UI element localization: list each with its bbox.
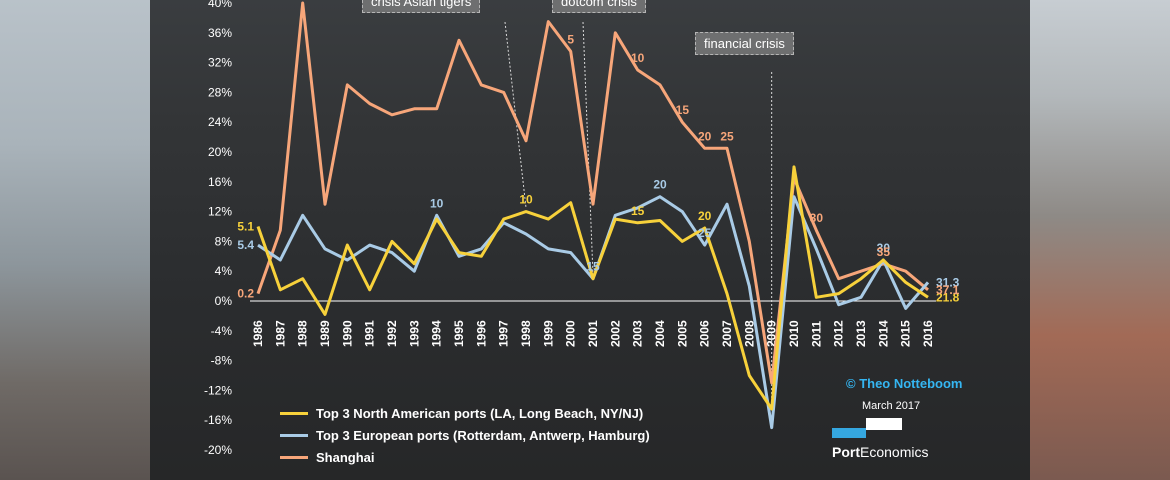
x-tick-label: 1993 — [407, 320, 421, 347]
x-tick-label: 2015 — [899, 320, 913, 347]
y-tick-label: -20% — [204, 443, 232, 457]
data-label: 20 — [698, 209, 712, 223]
x-tick-label: 1991 — [363, 320, 377, 347]
data-label: 15 — [676, 103, 690, 117]
y-tick-label: 20% — [208, 145, 232, 159]
x-tick-label: 2007 — [720, 320, 734, 347]
x-tick-label: 1988 — [296, 320, 310, 347]
x-tick-label: 2002 — [608, 320, 622, 347]
data-label: 5.4 — [237, 238, 254, 252]
legend-swatch-shanghai — [280, 455, 308, 459]
data-label: 10 — [631, 51, 645, 65]
series-line-1 — [257, 195, 930, 430]
y-tick-label: -8% — [211, 354, 233, 368]
series-line-0 — [256, 165, 929, 411]
y-tick-label: 0% — [215, 294, 233, 308]
x-tick-label: 2005 — [675, 320, 689, 347]
y-tick-label: -12% — [204, 383, 232, 397]
series-line-2 — [256, 1, 929, 385]
logo-text-regular: Economics — [860, 444, 929, 460]
background-photo-right — [1030, 0, 1170, 480]
legend-label-north-america: Top 3 North American ports (LA, Long Bea… — [316, 405, 644, 421]
x-tick-label: 1997 — [497, 320, 511, 347]
logo-text-bold: Port — [832, 444, 860, 460]
author-credit: © Theo Notteboom — [846, 376, 963, 391]
data-label: 30 — [877, 241, 891, 255]
x-tick-label: 1999 — [541, 320, 555, 347]
x-tick-label: 2016 — [921, 320, 935, 347]
crisis-label-asian-tigers: crisis Asian tigers — [362, 0, 481, 13]
crisis-label-financial: financial crisis — [695, 32, 794, 55]
data-label: 5.1 — [237, 220, 254, 234]
y-tick-label: 24% — [208, 115, 232, 129]
x-tick-label: 2000 — [564, 320, 578, 347]
y-tick-label: 40% — [208, 0, 232, 10]
background-photo-center — [150, 0, 1030, 480]
x-tick-label: 1986 — [251, 320, 265, 347]
legend-item-north-america: Top 3 North American ports (LA, Long Bea… — [280, 402, 650, 424]
legend-item-shanghai: Shanghai — [280, 446, 650, 468]
legend-label-europe: Top 3 European ports (Rotterdam, Antwerp… — [316, 427, 650, 443]
crisis-label-dotcom: dotcom crisis — [552, 0, 646, 13]
x-tick-label: 1992 — [385, 320, 399, 347]
porteconomics-logo: PortEconomics — [832, 418, 982, 468]
x-tick-label: 2014 — [876, 320, 890, 347]
data-label: 5 — [567, 32, 574, 46]
logo-bar-white — [866, 418, 902, 430]
x-tick-label: 2012 — [832, 320, 846, 347]
chart-legend: Top 3 North American ports (LA, Long Bea… — [280, 402, 650, 468]
x-tick-label: 2001 — [586, 320, 600, 347]
y-tick-label: 28% — [208, 85, 232, 99]
x-tick-label: 1989 — [318, 320, 332, 347]
y-tick-label: 16% — [208, 175, 232, 189]
data-label: 10 — [430, 196, 444, 210]
legend-swatch-europe — [280, 433, 308, 437]
data-label: 25 — [698, 226, 712, 240]
y-tick-label: 32% — [208, 56, 232, 70]
y-tick-label: -16% — [204, 413, 232, 427]
y-tick-label: -4% — [211, 324, 233, 338]
y-tick-label: 8% — [215, 234, 233, 248]
x-tick-label: 1990 — [340, 320, 354, 347]
data-label: 15 — [631, 204, 645, 218]
data-label: 10 — [519, 193, 533, 207]
data-label: 20 — [698, 129, 712, 143]
background-photo-left — [0, 0, 150, 480]
x-tick-label: 2003 — [631, 320, 645, 347]
data-label: 15 — [586, 260, 600, 274]
x-tick-label: 1987 — [273, 320, 287, 347]
x-tick-label: 2004 — [653, 320, 667, 347]
legend-label-shanghai: Shanghai — [316, 449, 375, 465]
x-tick-label: 1995 — [452, 320, 466, 347]
data-label: 30 — [810, 211, 824, 225]
y-tick-label: 4% — [215, 264, 233, 278]
data-label: 21.8 — [936, 290, 960, 304]
logo-text: PortEconomics — [832, 444, 928, 460]
x-tick-label: 1996 — [474, 320, 488, 347]
data-label: 0.2 — [237, 287, 254, 301]
x-tick-label: 1998 — [519, 320, 533, 347]
data-label: 35 — [877, 245, 891, 259]
x-tick-label: 1994 — [430, 320, 444, 347]
x-tick-label: 2011 — [809, 321, 823, 347]
x-tick-label: 2006 — [698, 320, 712, 347]
y-tick-label: 36% — [208, 26, 232, 40]
legend-item-europe: Top 3 European ports (Rotterdam, Antwerp… — [280, 424, 650, 446]
logo-bar-blue — [832, 428, 866, 438]
y-tick-label: 12% — [208, 205, 232, 219]
x-tick-label: 2010 — [787, 320, 801, 347]
x-tick-label: 2008 — [742, 320, 756, 347]
data-label: 37.1 — [936, 283, 960, 297]
legend-swatch-north-america — [280, 411, 308, 415]
data-label: 20 — [653, 178, 667, 192]
data-label: 25 — [720, 129, 734, 143]
x-tick-label: 2013 — [854, 320, 868, 347]
data-label: 31.3 — [936, 275, 960, 289]
publication-date: March 2017 — [862, 400, 921, 412]
